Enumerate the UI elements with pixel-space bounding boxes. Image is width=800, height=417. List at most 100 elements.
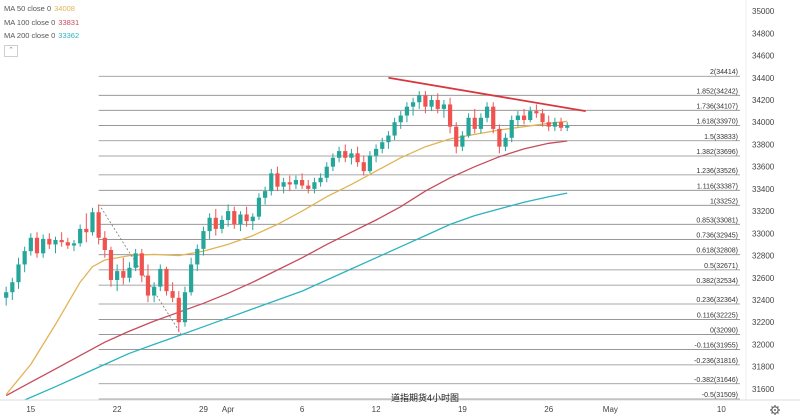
time-tick-label: 19 [458, 405, 467, 414]
candle-body [540, 113, 545, 123]
candle-body [226, 211, 231, 220]
candle-body [275, 173, 280, 187]
candle-body [565, 125, 570, 128]
fib-level-label: 0(32090) [710, 327, 738, 334]
candle-body [417, 95, 422, 103]
candle-body [65, 242, 70, 246]
candle-body [121, 271, 126, 278]
legend-value: 33831 [58, 17, 80, 27]
price-tick-label: 33200 [752, 207, 775, 216]
legend-label: MA 50 close 0 [4, 4, 52, 13]
price-tick-label: 33600 [752, 163, 775, 172]
candle-body [47, 238, 52, 245]
fib-level-label: 0.736(32945) [696, 232, 738, 239]
time-tick-label: 10 [717, 405, 726, 414]
fib-level-label: -0.5(31509) [702, 392, 738, 399]
time-tick-label: 15 [26, 405, 35, 414]
moving-averages [5, 120, 568, 401]
candle-body [447, 104, 453, 127]
candle-body [281, 182, 286, 187]
candle-body [466, 117, 471, 136]
fib-level-label: 1.736(34107) [696, 103, 738, 110]
price-tick-label: 34200 [752, 96, 775, 105]
annotations [100, 76, 586, 335]
candle-body [318, 177, 323, 183]
candle-body [454, 126, 459, 147]
candle-body [299, 180, 305, 186]
price-tick-label: 31600 [752, 385, 775, 394]
candle-body [182, 292, 188, 323]
candle-body [152, 286, 157, 296]
fib-level-label: 1.382(33696) [696, 149, 738, 156]
candle-body [460, 135, 465, 147]
price-tick-label: 34600 [752, 52, 775, 61]
candle-body [4, 292, 9, 298]
candle-body [10, 282, 15, 293]
fib-level-label: -0.116(31955) [695, 342, 738, 349]
price-tick-label: 31800 [752, 363, 775, 372]
candle-body [552, 122, 557, 127]
candle-body [78, 228, 83, 244]
fib-level-label: 1.618(33970) [696, 119, 738, 126]
candle-body [41, 238, 46, 254]
legend-value: 34008 [54, 4, 75, 13]
candle-body [398, 115, 403, 123]
fibonacci-labels: 2(34414) 1.852(34242) 1.736(34107) 1.618(33… [694, 69, 738, 399]
fib-level-label: -0.382(31646) [694, 377, 738, 384]
candle-body [263, 191, 268, 198]
candle-body [201, 231, 206, 249]
price-axis[interactable]: 31600 31800 32000 32200 32400 32600 32800 33000… [752, 7, 775, 394]
candle-body [84, 228, 89, 233]
candle-body [213, 217, 218, 229]
chevron-up-icon[interactable]: ⌃ [4, 44, 18, 57]
price-tick-label: 32000 [752, 340, 775, 349]
candle-body [250, 216, 255, 222]
fib-level-label: 1.116(33387) [697, 183, 738, 190]
fib-level-label: 0.5(32671) [704, 263, 738, 270]
candlesticks [4, 91, 570, 333]
candle-body [22, 251, 27, 265]
candle-body [515, 115, 520, 120]
candle-body [16, 264, 21, 283]
time-tick-label: 12 [372, 405, 381, 414]
price-tick-label: 34400 [752, 74, 775, 83]
candle-body [28, 237, 33, 252]
candle-body [484, 106, 490, 118]
candle-body [534, 111, 539, 114]
candle-body [355, 153, 360, 163]
fibonacci-levels [98, 75, 740, 400]
candle-body [96, 212, 101, 238]
price-tick-label: 33000 [752, 229, 775, 238]
candle-body [312, 182, 317, 189]
legend-item-ma100[interactable]: MA 100 close 0 33831 [4, 16, 79, 30]
legend-item-ma200[interactable]: MA 200 close 0 33362 [4, 29, 79, 43]
legend-item-ma50[interactable]: MA 50 close 0 34008 [4, 2, 79, 16]
fib-level-label: 0.853(33081) [696, 217, 738, 224]
fib-level-label: 1(33252) [710, 198, 738, 205]
candle-body [59, 240, 64, 243]
gear-icon[interactable] [770, 405, 780, 415]
time-tick-label: Apr [222, 405, 235, 414]
fib-level-label: 0.382(32534) [696, 278, 738, 285]
chart-title: 道指期货4小时图 [391, 392, 459, 403]
candle-body [546, 122, 551, 127]
time-tick-label: 26 [544, 405, 553, 414]
price-tick-label: 33800 [752, 140, 775, 149]
candle-body [306, 185, 311, 189]
candle-body [232, 211, 237, 225]
candle-body [139, 253, 144, 276]
price-tick-label: 34800 [752, 29, 775, 38]
candle-body [497, 128, 502, 147]
candle-body [380, 142, 385, 149]
candle-body [102, 237, 107, 250]
legend-label: MA 200 close 0 [4, 31, 56, 40]
candle-body [53, 240, 58, 245]
candle-body [207, 217, 212, 232]
candle-body [367, 155, 373, 172]
candle-body [189, 264, 194, 293]
price-tick-label: 32400 [752, 296, 775, 305]
candle-body [195, 248, 200, 265]
time-axis[interactable]: 15 22 29 Apr 6 12 19 26 May 10 [26, 405, 726, 414]
candle-body [170, 291, 175, 298]
